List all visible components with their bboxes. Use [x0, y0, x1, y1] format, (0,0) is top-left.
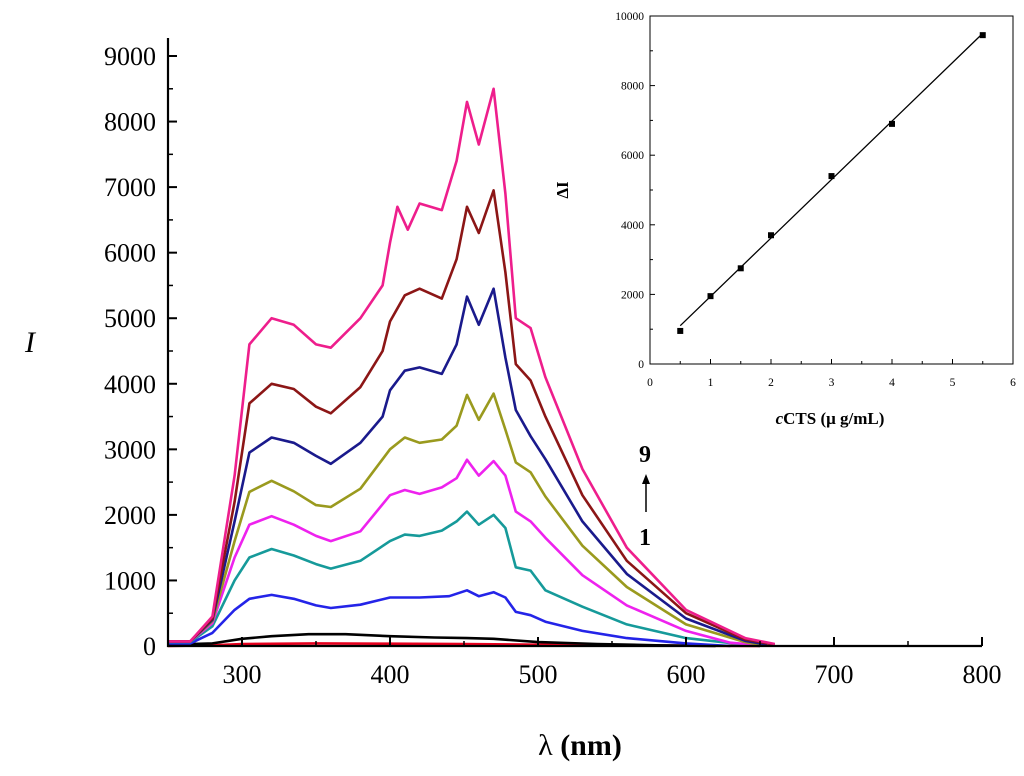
inset-y-tick-label: 6000: [621, 150, 644, 162]
inset-data-point: [828, 173, 835, 180]
main-x-tick-label: 800: [963, 660, 1002, 689]
series-line-4: [168, 510, 761, 648]
annotation-series-bottom: 1: [639, 525, 651, 551]
inset-points-group: [677, 32, 986, 334]
inset-y-tick-label: 8000: [621, 81, 644, 93]
main-y-tick-label: 2000: [104, 501, 156, 530]
series-line-2: [167, 632, 716, 648]
inset-x-tick-label: 5: [950, 377, 956, 389]
inset-data-point: [768, 232, 774, 239]
inset-data-point: [707, 293, 714, 300]
inset-y-tick-label: 2000: [621, 289, 644, 301]
inset-x-tick-label: 4: [889, 377, 895, 389]
series-line-9: [168, 87, 776, 646]
inset-data-point: [889, 120, 895, 127]
annotation-series-top: 9: [639, 442, 651, 468]
main-x-axis-symbol: λ: [538, 729, 553, 762]
annotation-arrow-head: [642, 474, 650, 484]
main-y-tick-label: 3000: [104, 435, 156, 464]
series-line-8: [168, 189, 776, 646]
inset-data-point: [737, 265, 744, 272]
main-y-axis-label: I: [24, 326, 37, 359]
main-chart: 0100020003000400050006000700080009000300…: [24, 38, 1002, 762]
series-line-7: [168, 287, 768, 646]
series-line-5: [168, 458, 761, 647]
main-y-tick-label: 8000: [104, 108, 156, 137]
inset-background: [650, 16, 1013, 364]
main-x-tick-label: 400: [371, 660, 410, 689]
inset-ticks-group: 0 2000 4000 6000 8000 10000 0 1 2 3 4 5 6: [615, 11, 1016, 389]
main-x-tick-label: 300: [223, 660, 262, 689]
inset-chart: 0 2000 4000 6000 8000 10000 0 1 2 3 4 5 6 ΔI cCTS (μ…: [553, 11, 1016, 428]
inset-fit-line: [679, 32, 984, 327]
main-y-tick-label: 1000: [104, 566, 156, 595]
main-y-tick-label: 7000: [104, 173, 156, 202]
main-x-axis-label: λ (nm): [538, 729, 622, 762]
inset-x-axis-italic: c: [776, 409, 784, 428]
main-series-group: [167, 87, 776, 648]
main-y-tick-label: 5000: [104, 304, 156, 333]
inset-y-tick-label: 10000: [615, 11, 644, 23]
main-ticks-group: 0100020003000400050006000700080009000300…: [104, 42, 1002, 689]
main-y-tick-label: 6000: [104, 239, 156, 268]
inset-data-point: [677, 327, 684, 334]
series-line-6: [168, 392, 761, 646]
main-y-tick-label: 4000: [104, 370, 156, 399]
inset-x-tick-label: 2: [768, 377, 774, 389]
inset-x-tick-label: 3: [829, 377, 835, 389]
main-x-tick-label: 500: [519, 660, 558, 689]
inset-x-axis-rest: CTS (μ g/mL): [783, 409, 884, 428]
main-y-tick-label: 9000: [104, 42, 156, 71]
series-line-3: [168, 589, 731, 648]
main-x-tick-label: 700: [815, 660, 854, 689]
main-x-axis-unit: (nm): [553, 729, 622, 762]
inset-x-axis-label: cCTS (μ g/mL): [776, 409, 885, 428]
inset-y-tick-label: 4000: [621, 220, 644, 232]
inset-y-axis-label: ΔI: [553, 181, 572, 199]
main-y-tick-label: 0: [143, 632, 156, 661]
inset-x-tick-label: 1: [708, 377, 714, 389]
inset-x-tick-label: 0: [647, 377, 653, 389]
main-x-tick-label: 600: [667, 660, 706, 689]
inset-x-tick-label: 6: [1010, 377, 1016, 389]
inset-y-tick-label: 0: [638, 359, 644, 371]
inset-data-point: [979, 32, 986, 39]
